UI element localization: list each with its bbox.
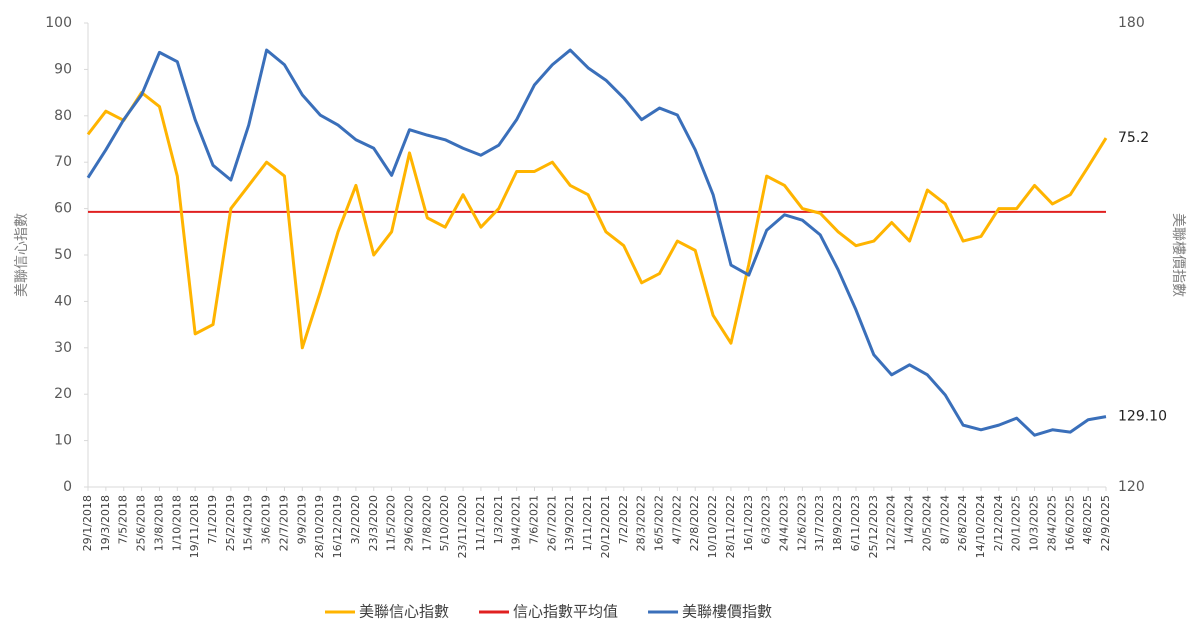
x-tick-label: 17/8/2020 (420, 495, 433, 551)
x-tick-label: 7/5/2018 (117, 495, 130, 544)
x-tick-label: 7/2/2022 (617, 495, 630, 544)
y2-axis-title: 美聯樓價指數 (1170, 213, 1187, 297)
x-tick-label: 20/1/2025 (1010, 495, 1023, 551)
x-tick-label: 20/12/2021 (599, 495, 612, 558)
x-tick-label: 26/7/2021 (545, 495, 558, 551)
legend-label: 信心指數平均值 (513, 603, 618, 621)
y-tick-label: 100 (45, 15, 72, 31)
x-tick-label: 16/1/2023 (742, 495, 755, 551)
x-tick-label: 1/11/2021 (581, 495, 594, 551)
line-series (86, 91, 1108, 350)
x-tick-label: 11/5/2020 (385, 495, 398, 551)
x-tick-label: 12/6/2023 (795, 495, 808, 551)
x-tick-label: 25/12/2023 (867, 495, 880, 558)
x-tick-label: 6/3/2023 (760, 495, 773, 544)
y-tick-label: 70 (54, 154, 72, 170)
x-tick-label: 2/12/2024 (992, 495, 1005, 551)
y-tick-label: 80 (54, 108, 72, 124)
x-tick-label: 26/8/2024 (956, 495, 969, 551)
x-tick-label: 20/5/2024 (920, 495, 933, 551)
x-tick-label: 13/8/2018 (152, 495, 165, 551)
x-tick-label: 22/8/2022 (688, 495, 701, 551)
y-tick-label: 0 (63, 479, 72, 495)
y-tick-label: 10 (54, 433, 72, 449)
x-tick-label: 1/4/2024 (903, 495, 916, 544)
x-tick-label: 1/10/2018 (170, 495, 183, 551)
x-tick-label: 23/3/2020 (367, 495, 380, 551)
x-tick-label: 3/6/2019 (260, 495, 273, 544)
y-tick-label: 60 (54, 201, 72, 217)
x-tick-label: 28/3/2022 (635, 495, 648, 551)
y2-tick-label: 180 (1118, 15, 1145, 31)
x-tick-label: 7/1/2019 (206, 495, 219, 544)
x-tick-label: 23/11/2020 (456, 495, 469, 558)
x-tick-label: 29/1/2018 (81, 495, 94, 551)
x-tick-label: 8/7/2024 (938, 495, 951, 544)
y-axis-title: 美聯信心指數 (14, 213, 30, 297)
line-series (86, 48, 1107, 437)
x-tick-label: 18/9/2023 (831, 495, 844, 551)
x-tick-label: 24/4/2023 (778, 495, 791, 551)
legend-label: 美聯樓價指數 (682, 603, 772, 621)
y-tick-label: 40 (54, 293, 72, 309)
x-tick-label: 15/4/2019 (242, 495, 255, 551)
x-tick-label: 16/12/2019 (331, 495, 344, 558)
end-label: 75.2 (1118, 130, 1149, 146)
x-tick-label: 10/3/2025 (1028, 495, 1041, 551)
x-tick-label: 14/10/2024 (974, 495, 987, 558)
x-tick-label: 22/9/2025 (1099, 495, 1112, 551)
x-tick-label: 25/2/2019 (224, 495, 237, 551)
x-tick-label: 12/2/2024 (885, 495, 898, 551)
x-tick-label: 9/9/2019 (295, 495, 308, 544)
y-tick-label: 30 (54, 340, 72, 356)
x-tick-label: 4/8/2025 (1081, 495, 1094, 544)
x-tick-label: 22/7/2019 (277, 495, 290, 551)
y2-tick-label: 120 (1118, 479, 1145, 495)
legend-label: 美聯信心指數 (359, 603, 449, 621)
x-tick-label: 16/5/2022 (653, 495, 666, 551)
x-tick-label: 11/1/2021 (474, 495, 487, 551)
x-tick-label: 4/7/2022 (670, 495, 683, 544)
x-tick-label: 10/10/2022 (706, 495, 719, 558)
x-tick-label: 29/6/2020 (402, 495, 415, 551)
x-tick-label: 7/6/2021 (527, 495, 540, 544)
y-tick-label: 20 (54, 386, 72, 402)
x-tick-label: 28/11/2022 (724, 495, 737, 558)
y-tick-label: 50 (54, 247, 72, 263)
x-tick-label: 28/4/2025 (1045, 495, 1058, 551)
x-tick-label: 28/10/2019 (313, 495, 326, 558)
end-label: 129.10 (1118, 409, 1167, 425)
x-tick-label: 19/3/2018 (99, 495, 112, 551)
x-tick-label: 5/10/2020 (438, 495, 451, 551)
x-tick-label: 6/11/2023 (849, 495, 862, 551)
x-tick-label: 1/3/2021 (492, 495, 505, 544)
y-tick-label: 90 (54, 61, 72, 77)
x-tick-label: 13/9/2021 (563, 495, 576, 551)
x-tick-label: 3/2/2020 (349, 495, 362, 544)
x-tick-label: 19/11/2018 (188, 495, 201, 558)
x-tick-label: 25/6/2018 (135, 495, 148, 551)
x-tick-label: 19/4/2021 (510, 495, 523, 551)
x-tick-label: 31/7/2023 (813, 495, 826, 551)
x-tick-label: 16/6/2025 (1063, 495, 1076, 551)
